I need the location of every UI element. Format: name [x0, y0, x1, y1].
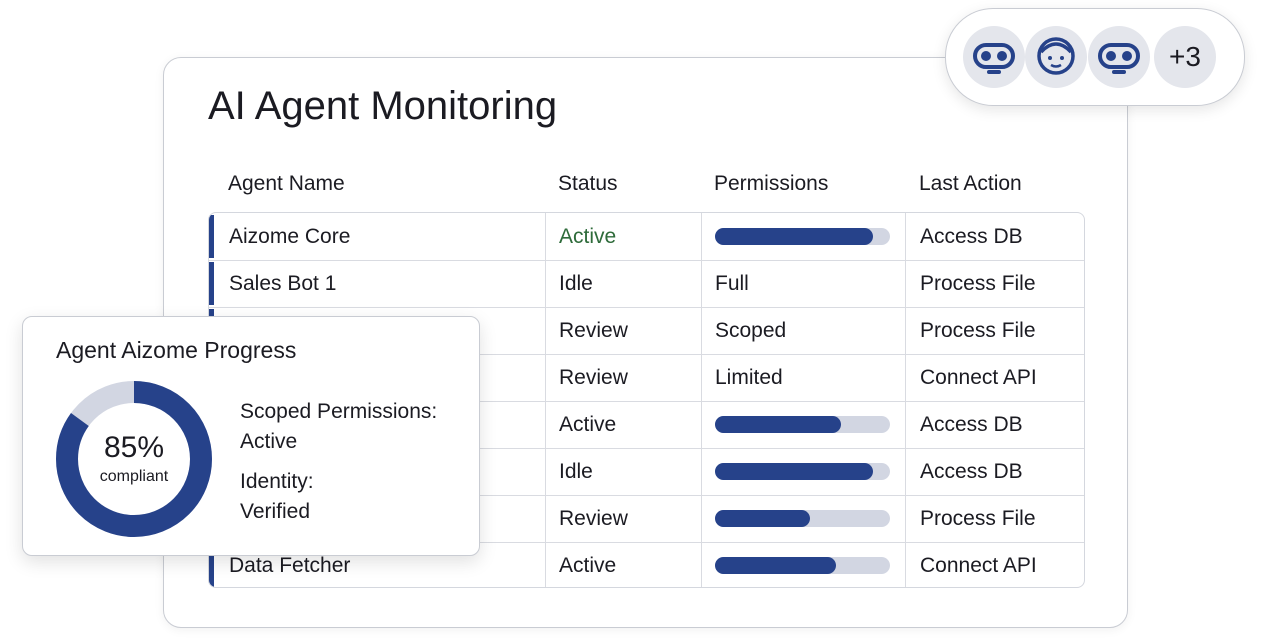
permission-track — [715, 463, 890, 480]
status: Idle — [559, 272, 593, 295]
detail-label: Scoped Permissions: — [240, 400, 438, 423]
permission-track — [715, 557, 890, 574]
last-action: Connect API — [920, 554, 1037, 577]
row-accent — [209, 544, 214, 587]
more-avatars: +3 — [1154, 26, 1216, 88]
column-divider — [905, 448, 906, 495]
column-header: Last Action — [919, 172, 1022, 195]
row-accent — [209, 215, 214, 258]
table-row: Sales Bot 1 Idle Full Process File — [209, 260, 1084, 308]
title: AI Agent Monitoring — [208, 84, 558, 128]
column-divider — [905, 307, 906, 354]
status: Idle — [559, 460, 593, 483]
column-divider — [701, 213, 702, 260]
table-row: Data Fetcher Active Connect API — [209, 542, 1084, 587]
column-divider — [701, 542, 702, 587]
column-divider — [701, 354, 702, 401]
column-divider — [701, 495, 702, 542]
column-divider — [905, 401, 906, 448]
last-action: Connect API — [920, 366, 1037, 389]
status: Active — [559, 554, 617, 577]
donut-caption: compliant — [100, 468, 169, 485]
detail-value: Active — [240, 430, 298, 453]
column-divider — [545, 260, 546, 307]
column-divider — [701, 260, 702, 307]
column-divider — [545, 213, 546, 260]
permission-text: Limited — [715, 366, 783, 389]
last-action: Process File — [920, 507, 1036, 530]
column-header: Agent Name — [228, 172, 345, 195]
column-divider — [545, 495, 546, 542]
status: Active — [559, 225, 617, 248]
avatar — [963, 26, 1025, 88]
last-action: Access DB — [920, 413, 1023, 436]
detail-value: Verified — [240, 500, 311, 523]
column-divider — [545, 542, 546, 587]
permission-track — [715, 510, 890, 527]
avatar — [1088, 26, 1150, 88]
table-row: Aizome Core Active Access DB — [209, 213, 1084, 261]
permission-track — [715, 416, 890, 433]
donut-arc — [56, 381, 212, 537]
column-divider — [701, 307, 702, 354]
status: Active — [559, 413, 617, 436]
card-title: Agent Aizome Progress — [56, 337, 297, 363]
status: Review — [559, 507, 628, 530]
column-divider — [545, 307, 546, 354]
permission-track — [715, 228, 890, 245]
permission-bar — [715, 557, 836, 574]
detail-label: Identity: — [240, 470, 314, 493]
permission-bar — [715, 228, 873, 245]
agent-name: Aizome Core — [229, 225, 351, 248]
permission-bar — [715, 463, 873, 480]
progress-card: Agent Aizome Progress 85% compliant Scop… — [22, 316, 480, 556]
column-divider — [545, 448, 546, 495]
permission-bar — [715, 510, 810, 527]
table-row: Review Process File — [209, 495, 1084, 543]
detail: Scoped Permissions: Active Identity: Ver… — [240, 397, 437, 527]
last-action: Process File — [920, 319, 1036, 342]
table-row: Idle Access DB — [209, 448, 1084, 496]
avatar — [1025, 26, 1087, 88]
column-divider — [905, 260, 906, 307]
column-divider — [545, 401, 546, 448]
permission-text: Full — [715, 272, 749, 295]
permission-text: Scoped — [715, 319, 787, 342]
column-divider — [545, 354, 546, 401]
column-header: Status — [558, 172, 618, 195]
donut: 85% compliant — [56, 381, 212, 537]
permission-bar — [715, 416, 841, 433]
column-divider — [701, 448, 702, 495]
agent-name: Sales Bot 1 — [229, 272, 337, 295]
column-divider — [905, 354, 906, 401]
column-divider — [905, 213, 906, 260]
donut-label: 85% — [104, 431, 164, 464]
table-row: Review Scoped Process File — [209, 307, 1084, 355]
last-action: Access DB — [920, 460, 1023, 483]
status: Review — [559, 366, 628, 389]
table-row: Review Limited Connect API — [209, 354, 1084, 402]
column-divider — [701, 401, 702, 448]
column-header: Permissions — [714, 172, 829, 195]
column-divider — [905, 542, 906, 587]
agent-name: Data Fetcher — [229, 554, 351, 577]
last-action: Process File — [920, 272, 1036, 295]
status: Review — [559, 319, 628, 342]
row-accent — [209, 262, 214, 305]
avatar-group: +3 — [945, 8, 1245, 106]
column-divider — [905, 495, 906, 542]
last-action: Access DB — [920, 225, 1023, 248]
